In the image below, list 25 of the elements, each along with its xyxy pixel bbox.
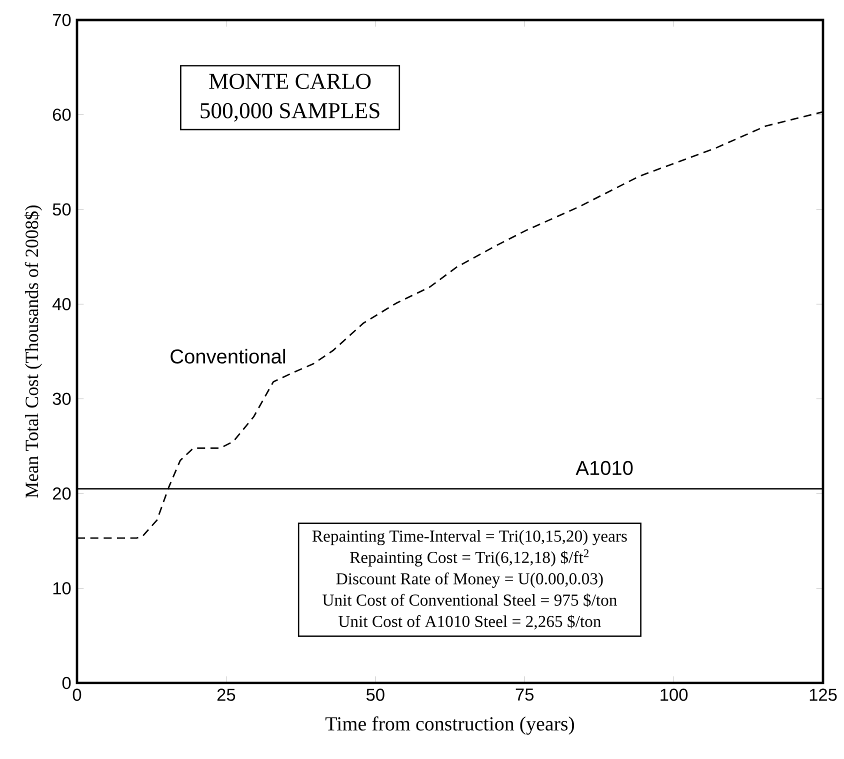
- y-tick-label: 20: [52, 487, 71, 500]
- annotation: Repainting Time-Interval = Tri(10,15,20) years: [312, 530, 627, 546]
- annotation: 500,000 SAMPLES: [200, 103, 380, 122]
- x-tick-label: 50: [366, 688, 384, 701]
- annotation: Repainting Cost = Tri(6,12,18) $/ft$^{2}$: [350, 549, 589, 567]
- y-tick-label: 0: [62, 676, 71, 690]
- y-tick-label: 40: [52, 298, 71, 310]
- annotation: Unit Cost of A1010 Steel = 2,265 $/ton: [338, 614, 601, 630]
- y-tick-label: 70: [52, 14, 71, 26]
- y-tick-label: 10: [53, 582, 71, 594]
- annotation: Discount Rate of Money = U(0.00,0.03): [336, 572, 603, 588]
- y-tick-label: 60: [52, 108, 71, 121]
- x-tick-label: 0: [72, 688, 82, 701]
- series-label: A1010: [576, 460, 633, 476]
- x-axis-title: Time from construction (years): [325, 716, 574, 735]
- annotation: MONTE CARLO: [209, 74, 371, 89]
- series-label: Conventional: [170, 348, 285, 364]
- x-tick-label: 25: [217, 688, 236, 701]
- y-tick-label: 50: [52, 203, 71, 216]
- y-axis-title: Mean Total Cost (Thousands of 2008$): [24, 205, 42, 498]
- x-tick-label: 125: [810, 688, 837, 701]
- annotation: Unit Cost of Conventional Steel = 975 $/ton: [322, 594, 617, 607]
- y-tick-label: 30: [52, 392, 71, 405]
- x-tick-label: 100: [660, 688, 688, 701]
- x-tick-label: 75: [516, 688, 534, 701]
